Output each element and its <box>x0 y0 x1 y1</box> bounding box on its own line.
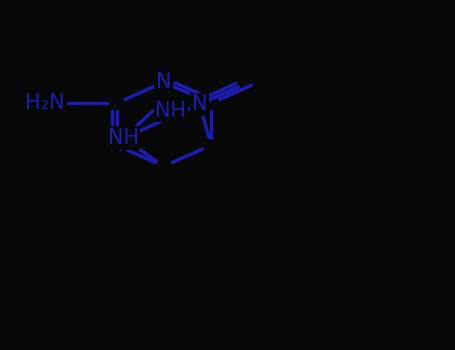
Text: H₂N: H₂N <box>25 93 65 113</box>
Text: N: N <box>156 72 172 92</box>
Text: N: N <box>192 94 207 114</box>
Text: N: N <box>109 135 124 155</box>
Text: NH: NH <box>155 101 187 121</box>
Text: NH: NH <box>108 128 139 148</box>
